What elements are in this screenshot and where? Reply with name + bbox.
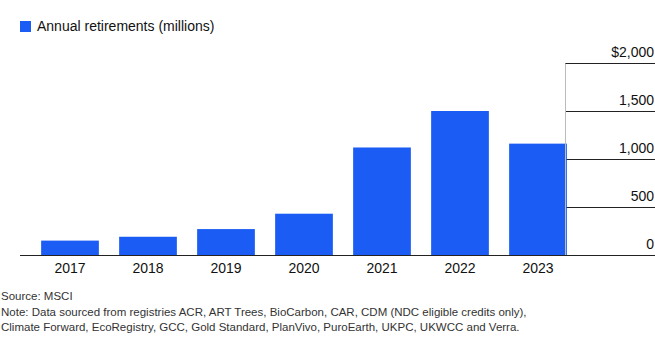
y-tick-label: 500 xyxy=(631,188,655,204)
x-tick: 2023 xyxy=(522,255,553,276)
x-tick: 2019 xyxy=(210,255,241,276)
x-tick: 2020 xyxy=(288,255,319,276)
chart: 0 500 1,000 1,500 $2,000 2017 2018 2019 2020 2021… xyxy=(0,0,655,343)
y-tick-label: 0 xyxy=(646,236,654,252)
x-tick: 2021 xyxy=(366,255,397,276)
x-tick: 2017 xyxy=(54,255,85,276)
y-tick-label: 1,000 xyxy=(619,140,654,156)
y-tick: $2,000 xyxy=(565,44,654,64)
grid-line xyxy=(565,111,655,112)
x-tick-label: 2020 xyxy=(288,260,319,276)
note: Climate Forward, EcoRegistry, GCC, Gold … xyxy=(1,321,520,333)
bar xyxy=(275,214,333,255)
y-tick: 0 xyxy=(565,236,654,256)
x-tick-label: 2019 xyxy=(210,260,241,276)
grid-line xyxy=(565,159,655,160)
grid-line xyxy=(565,63,655,64)
x-tick: 2018 xyxy=(132,255,163,276)
x-tick-label: 2021 xyxy=(366,260,397,276)
x-tick: 2022 xyxy=(444,255,475,276)
bar xyxy=(197,229,255,255)
bar xyxy=(509,144,567,255)
bars xyxy=(41,111,567,255)
x-tick-label: 2018 xyxy=(132,260,163,276)
source: Source: MSCI xyxy=(1,290,73,302)
bar xyxy=(41,241,99,255)
x-axis-line xyxy=(20,255,655,256)
y-axis-line xyxy=(565,64,566,256)
y-tick: 1,500 xyxy=(565,92,654,112)
y-tick: 500 xyxy=(565,188,654,208)
bar xyxy=(119,237,177,255)
bar xyxy=(353,147,411,255)
grid xyxy=(565,63,655,255)
note: Note: Data sourced from registries ACR, … xyxy=(1,306,527,318)
legend-swatch xyxy=(20,21,31,32)
legend: Annual retirements (millions) xyxy=(20,18,214,34)
y-tick-label: 1,500 xyxy=(619,92,654,108)
x-tick-label: 2023 xyxy=(522,260,553,276)
x-tick-label: 2017 xyxy=(54,260,85,276)
grid-line xyxy=(565,207,655,208)
y-tick: 1,000 xyxy=(565,140,654,160)
y-tick-label: $2,000 xyxy=(611,44,654,60)
legend-label: Annual retirements (millions) xyxy=(37,18,214,34)
x-axis: 2017 2018 2019 2020 2021 2022 2023 xyxy=(20,255,655,276)
bar xyxy=(431,111,489,255)
x-tick-label: 2022 xyxy=(444,260,475,276)
y-axis: 0 500 1,000 1,500 $2,000 xyxy=(565,44,654,256)
